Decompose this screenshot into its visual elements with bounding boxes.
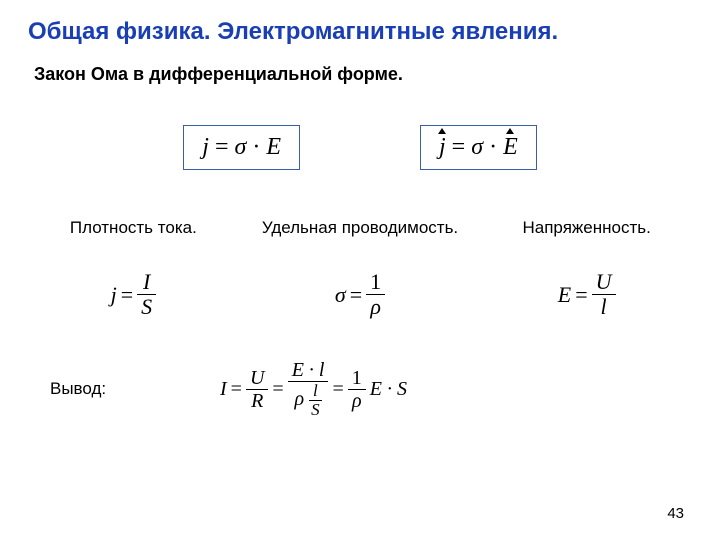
- definition-label: Напряженность.: [473, 218, 700, 238]
- fraction-denominator: l: [592, 295, 616, 319]
- equation-box-scalar: j = σ · E: [183, 125, 300, 170]
- fraction-denominator: ρ: [366, 295, 385, 319]
- fraction-denominator: ρ: [348, 390, 366, 412]
- den-rho: ρ: [295, 388, 305, 410]
- eq-lhs: j: [111, 282, 117, 308]
- eq-tail: E · S: [370, 378, 407, 401]
- slide-title: Общая физика. Электромагнитные явления.: [0, 0, 720, 46]
- conclusion-label: Вывод:: [50, 379, 220, 399]
- definition-equation: j = I S: [111, 270, 157, 319]
- fraction: U l: [592, 270, 616, 319]
- definition-field-strength: Напряженность. E = U l: [473, 218, 700, 319]
- conclusion-equation: I = U R = E · l ρ l S = 1 ρ E · S: [220, 359, 407, 419]
- eq-rhs-E: E: [266, 134, 281, 160]
- fraction-step1: U R: [246, 367, 268, 412]
- slide-subtitle: Закон Ома в дифференциальной форме.: [0, 46, 720, 85]
- fraction: 1 ρ: [366, 270, 385, 319]
- fraction-numerator: E · l: [288, 359, 329, 382]
- fraction-denominator: ρ l S: [288, 382, 329, 419]
- fraction: I S: [137, 270, 156, 319]
- eq-op: =: [215, 134, 235, 160]
- definition-label: Удельная проводимость.: [247, 218, 474, 238]
- definition-equation: σ = 1 ρ: [335, 270, 385, 319]
- eq-op: =: [452, 134, 472, 160]
- nested-fraction: l S: [309, 382, 322, 419]
- eq-lhs: I: [220, 378, 227, 401]
- eq-lhs-vector: j: [439, 134, 446, 161]
- fraction-numerator: l: [309, 382, 322, 401]
- eq-rhs-sigma: σ: [234, 134, 246, 160]
- fraction-numerator: 1: [348, 367, 366, 390]
- boxed-equations-row: j = σ · E j = σ · E: [0, 125, 720, 170]
- eq-rhs-E-vector: E: [503, 134, 518, 161]
- conclusion-row: Вывод: I = U R = E · l ρ l S = 1 ρ E · S: [0, 359, 720, 419]
- fraction-denominator: S: [137, 295, 156, 319]
- fraction-numerator: U: [592, 270, 616, 295]
- fraction-numerator: 1: [366, 270, 385, 295]
- fraction-numerator: I: [137, 270, 156, 295]
- definition-current-density: Плотность тока. j = I S: [20, 218, 247, 319]
- fraction-step2: E · l ρ l S: [288, 359, 329, 419]
- fraction-denominator: R: [246, 390, 268, 412]
- definition-conductivity: Удельная проводимость. σ = 1 ρ: [247, 218, 474, 319]
- fraction-step3-coef: 1 ρ: [348, 367, 366, 412]
- eq-lhs: σ: [335, 282, 346, 308]
- eq-lhs: E: [558, 282, 571, 308]
- equation-box-vector: j = σ · E: [420, 125, 537, 170]
- eq-rhs-sigma: σ: [471, 134, 483, 160]
- fraction-denominator: S: [309, 401, 322, 419]
- fraction-numerator: U: [246, 367, 268, 390]
- definition-equation: E = U l: [558, 270, 616, 319]
- definition-label: Плотность тока.: [20, 218, 247, 238]
- page-number: 43: [667, 505, 684, 522]
- eq-lhs: j: [202, 134, 209, 160]
- definitions-row: Плотность тока. j = I S Удельная проводи…: [0, 170, 720, 319]
